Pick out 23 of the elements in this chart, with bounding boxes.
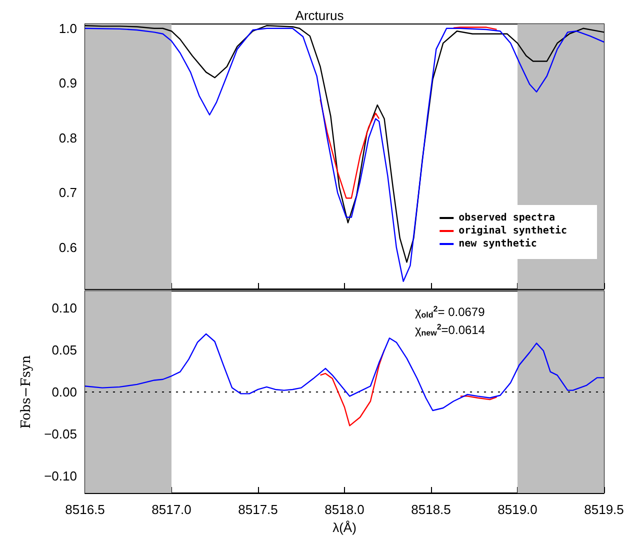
y-tick-label: 0.00: [52, 384, 77, 400]
x-tick-label: 8519.0: [498, 502, 538, 517]
chart-title: Arcturus: [295, 8, 344, 23]
y-tick-label: 0.7: [58, 185, 77, 200]
x-axis-title: λ(Å): [332, 520, 356, 535]
x-tick-label: 8518.0: [324, 502, 364, 517]
y-axis-title: Fobs−Fsyn: [19, 354, 34, 429]
y-tick-label: 0.10: [52, 300, 77, 316]
x-tick-label: 8516.5: [65, 502, 105, 517]
x-tick-label: 8517.0: [152, 502, 192, 517]
y-tick-label: 0.05: [52, 342, 77, 358]
y-tick-label: 0.6: [58, 240, 77, 255]
x-tick-label: 8519.5: [584, 502, 624, 517]
x-tick-label: 8518.5: [411, 502, 451, 517]
y-tick-label: 1.0: [58, 20, 77, 36]
y-tick-label: −0.10: [44, 468, 77, 484]
y-tick-label: 0.9: [58, 76, 77, 91]
legend-label: observed spectra: [458, 212, 555, 224]
legend-label: new synthetic: [458, 238, 537, 250]
y-tick-label: 0.8: [58, 130, 77, 146]
x-tick-label: 8517.5: [238, 502, 278, 517]
legend-label: original synthetic: [458, 224, 568, 236]
y-tick-label: −0.05: [44, 426, 77, 442]
